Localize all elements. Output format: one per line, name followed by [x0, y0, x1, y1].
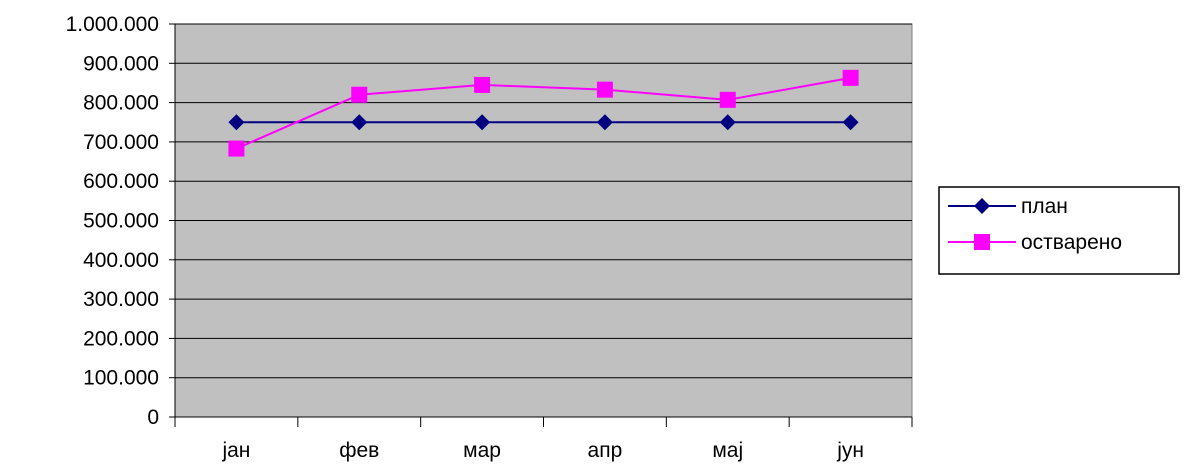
- data-point-1: [719, 114, 736, 131]
- gridlines: [175, 23, 912, 379]
- x-tick-label: јун: [836, 439, 864, 462]
- data-point-2: [842, 69, 859, 86]
- legend-swatch-marker: [974, 198, 990, 214]
- y-tick-label: 0: [147, 406, 159, 429]
- data-point-2: [228, 140, 245, 157]
- legend-swatch-marker: [974, 234, 990, 250]
- data-point-2: [596, 81, 613, 98]
- y-tick-label: 600.000: [83, 170, 159, 193]
- data-point-1: [474, 114, 491, 131]
- x-tick-label: мај: [712, 439, 743, 462]
- x-tick-label: апр: [588, 439, 623, 462]
- data-point-2: [474, 76, 491, 93]
- data-point-1: [596, 114, 613, 131]
- x-tick-label: јан: [221, 439, 250, 462]
- series-line-2: [236, 76, 851, 150]
- data-point-2: [351, 86, 368, 103]
- y-axis-tick-labels: 0 100.000 200.000 300.000 400.000 500.000 600.…: [66, 13, 159, 429]
- y-tick-label: 700.000: [83, 131, 159, 154]
- data-point-1: [228, 114, 245, 131]
- data-point-1: [351, 114, 368, 131]
- y-tick-label: 400.000: [83, 249, 159, 272]
- x-axis-tick-labels: јан фев мар апр мај јун: [221, 439, 864, 462]
- x-tick-label: мар: [463, 439, 501, 462]
- y-tick-label: 900.000: [83, 52, 159, 75]
- series-lines: [228, 69, 859, 157]
- x-tick-label: фев: [339, 439, 379, 462]
- y-tick-label: 500.000: [83, 210, 159, 233]
- data-point-1: [842, 114, 859, 131]
- legend: план остварено: [938, 186, 1180, 275]
- data-point-2: [719, 91, 736, 108]
- y-tick-label: 1.000.000: [66, 13, 159, 36]
- y-tick-label: 300.000: [83, 288, 159, 311]
- y-tick-label: 800.000: [83, 92, 159, 115]
- legend-label: план: [1021, 195, 1068, 218]
- y-tick-label: 200.000: [83, 327, 159, 350]
- y-tick-label: 100.000: [83, 367, 159, 390]
- axes: [169, 23, 913, 427]
- legend-label: остварено: [1021, 231, 1122, 254]
